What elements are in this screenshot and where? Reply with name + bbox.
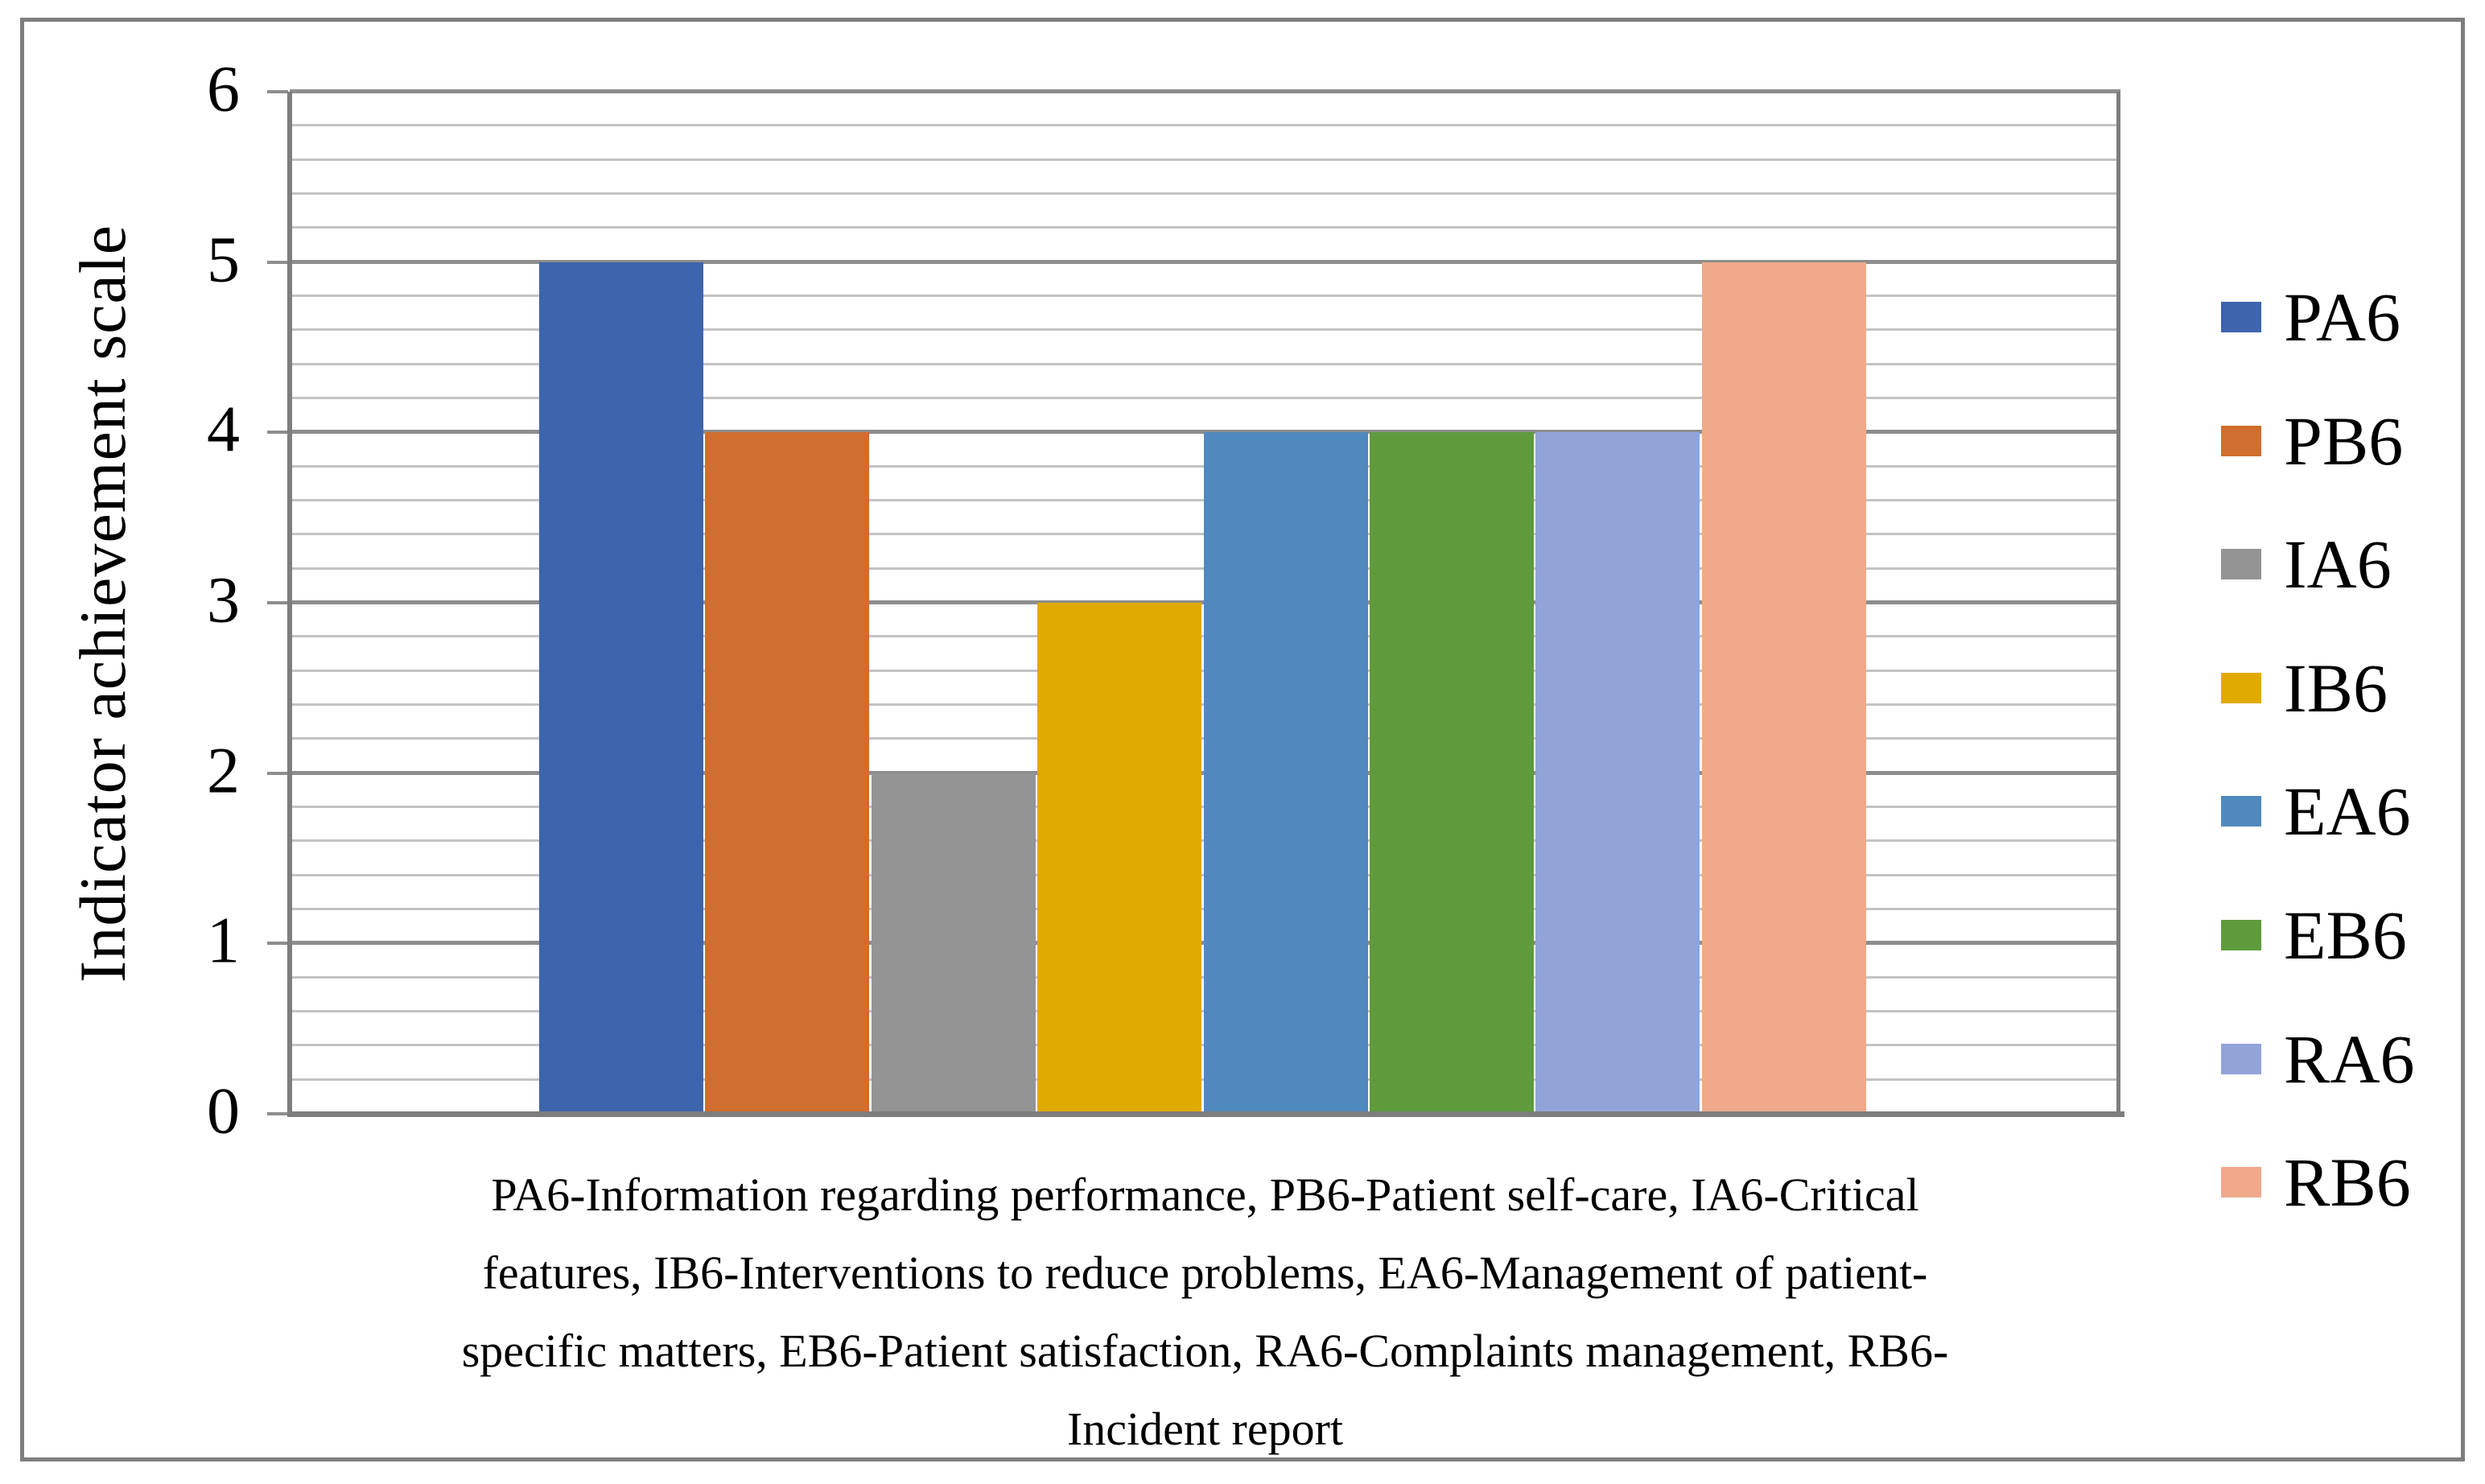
y-tick-label-3: 3 (207, 563, 240, 637)
legend-swatch-PA6 (2221, 302, 2261, 332)
legend-swatch-EB6 (2221, 920, 2261, 950)
legend-label: RB6 (2284, 1144, 2411, 1222)
y-tick-label-0: 0 (207, 1074, 240, 1148)
legend-item-IA6: IA6 (2221, 530, 2392, 599)
y-tick-mark (267, 942, 288, 946)
gridline-minor (290, 226, 2120, 229)
legend-item-EA6: EA6 (2221, 777, 2411, 846)
caption-line: features, IB6-Interventions to reduce pr… (482, 1247, 1928, 1299)
gridline-minor (290, 362, 2120, 365)
y-tick-label-6: 6 (207, 52, 240, 126)
gridline-major (290, 430, 2120, 435)
legend-swatch-IA6 (2221, 549, 2261, 580)
legend-item-EB6: EB6 (2221, 901, 2407, 970)
caption-line: PA6-Information regarding performance, P… (491, 1169, 1919, 1221)
caption-line: specific matters, EB6-Patient satisfacti… (461, 1325, 1949, 1377)
legend-item-PA6: PA6 (2221, 282, 2401, 352)
bar-IB6 (1037, 603, 1202, 1114)
bar-EA6 (1203, 432, 1368, 1114)
legend-label: EA6 (2284, 773, 2411, 851)
gridline-minor (290, 158, 2120, 161)
legend-swatch-PB6 (2221, 425, 2261, 456)
legend-label: EB6 (2284, 897, 2407, 974)
y-tick-label-5: 5 (207, 222, 240, 296)
plot-right-border (2116, 92, 2120, 1114)
y-tick-mark (267, 1112, 288, 1115)
bar-PA6 (539, 262, 703, 1114)
y-tick-mark (267, 90, 288, 93)
gridline-major (290, 259, 2120, 264)
legend-item-PB6: PB6 (2221, 406, 2403, 476)
legend-swatch-IB6 (2221, 672, 2261, 703)
legend-swatch-RB6 (2221, 1167, 2261, 1198)
legend-swatch-RA6 (2221, 1043, 2261, 1074)
figure-border (20, 18, 2465, 1461)
bar-IA6 (871, 773, 1036, 1114)
legend-item-IB6: IB6 (2221, 653, 2388, 723)
y-axis-line (287, 92, 292, 1116)
gridline-minor (290, 397, 2120, 399)
x-axis-caption: PA6-Information regarding performance, P… (290, 1156, 2120, 1468)
legend-swatch-EA6 (2221, 796, 2261, 827)
legend-label: IB6 (2284, 649, 2388, 727)
y-tick-mark (267, 771, 288, 775)
bar-RB6 (1701, 262, 1866, 1114)
gridline-minor (290, 124, 2120, 127)
legend-item-RA6: RA6 (2221, 1024, 2414, 1094)
y-tick-mark (267, 601, 288, 604)
bar-EB6 (1370, 432, 1534, 1114)
gridline-minor (290, 295, 2120, 297)
gridline-minor (290, 192, 2120, 195)
y-tick-label-2: 2 (207, 733, 240, 807)
legend-label: PA6 (2284, 278, 2401, 356)
bar-PB6 (705, 432, 870, 1114)
gridline-major (290, 89, 2120, 93)
gridline-minor (290, 328, 2120, 332)
legend-item-RB6: RB6 (2221, 1148, 2411, 1217)
legend-label: IA6 (2284, 526, 2392, 604)
bar-RA6 (1535, 432, 1700, 1114)
legend-label: PB6 (2284, 402, 2404, 480)
y-tick-mark (267, 260, 288, 264)
plot-area (290, 89, 2120, 1114)
x-axis-line (287, 1111, 2124, 1117)
caption-line: Incident report (1066, 1403, 1343, 1455)
legend-label: RA6 (2284, 1020, 2415, 1098)
y-tick-label-4: 4 (207, 393, 240, 467)
y-tick-label-1: 1 (207, 904, 240, 978)
y-tick-mark (267, 431, 288, 435)
